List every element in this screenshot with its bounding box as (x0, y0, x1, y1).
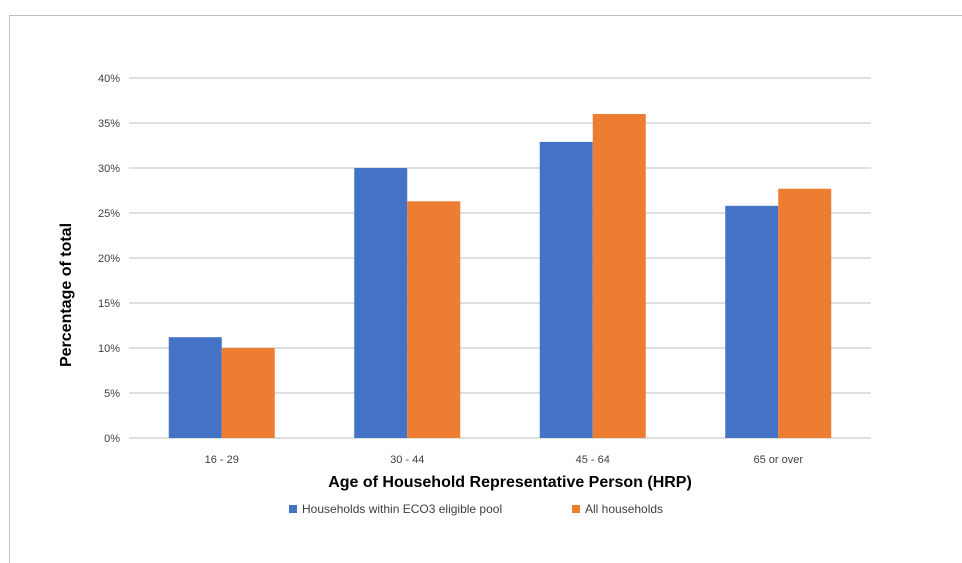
bar-all-households-3 (778, 188, 832, 438)
bar-eco3-2 (539, 141, 593, 438)
y-tick-label: 25% (98, 208, 120, 220)
x-axis-title: Age of Household Representative Person (… (328, 474, 692, 491)
legend-swatch-all-households (572, 505, 580, 513)
y-tick-label: 0% (104, 433, 120, 445)
x-tick-label: 45 - 64 (576, 454, 610, 466)
legend: Households within ECO3 eligible pool All… (289, 502, 663, 516)
bar-eco3-3 (725, 205, 779, 438)
y-axis-title: Percentage of total (58, 223, 75, 367)
y-tick-label: 10% (98, 343, 120, 355)
y-tick-label: 15% (98, 298, 120, 310)
bars (168, 114, 832, 438)
y-tick-labels: 0% 5% 10% 15% 20% 25% 30% 35% 40% (98, 73, 120, 445)
y-tick-label: 20% (98, 253, 120, 265)
chart-frame (9, 15, 962, 563)
x-tick-label: 65 or over (753, 454, 803, 466)
y-tick-label: 30% (98, 163, 120, 175)
bar-all-households-1 (407, 201, 461, 438)
y-tick-label: 5% (104, 388, 120, 400)
legend-label-eco3: Households within ECO3 eligible pool (302, 502, 502, 516)
bar-all-households-0 (221, 348, 275, 438)
legend-swatch-eco3 (289, 505, 297, 513)
y-tick-label: 35% (98, 118, 120, 130)
bar-eco3-0 (168, 337, 222, 438)
x-tick-label: 16 - 29 (205, 454, 239, 466)
x-tick-label: 30 - 44 (390, 454, 424, 466)
bar-eco3-1 (354, 168, 408, 438)
bar-all-households-2 (592, 114, 646, 438)
y-tick-label: 40% (98, 73, 120, 85)
x-tick-labels: 16 - 29 30 - 44 45 - 64 65 or over (205, 454, 804, 466)
legend-label-all-households: All households (585, 502, 663, 516)
